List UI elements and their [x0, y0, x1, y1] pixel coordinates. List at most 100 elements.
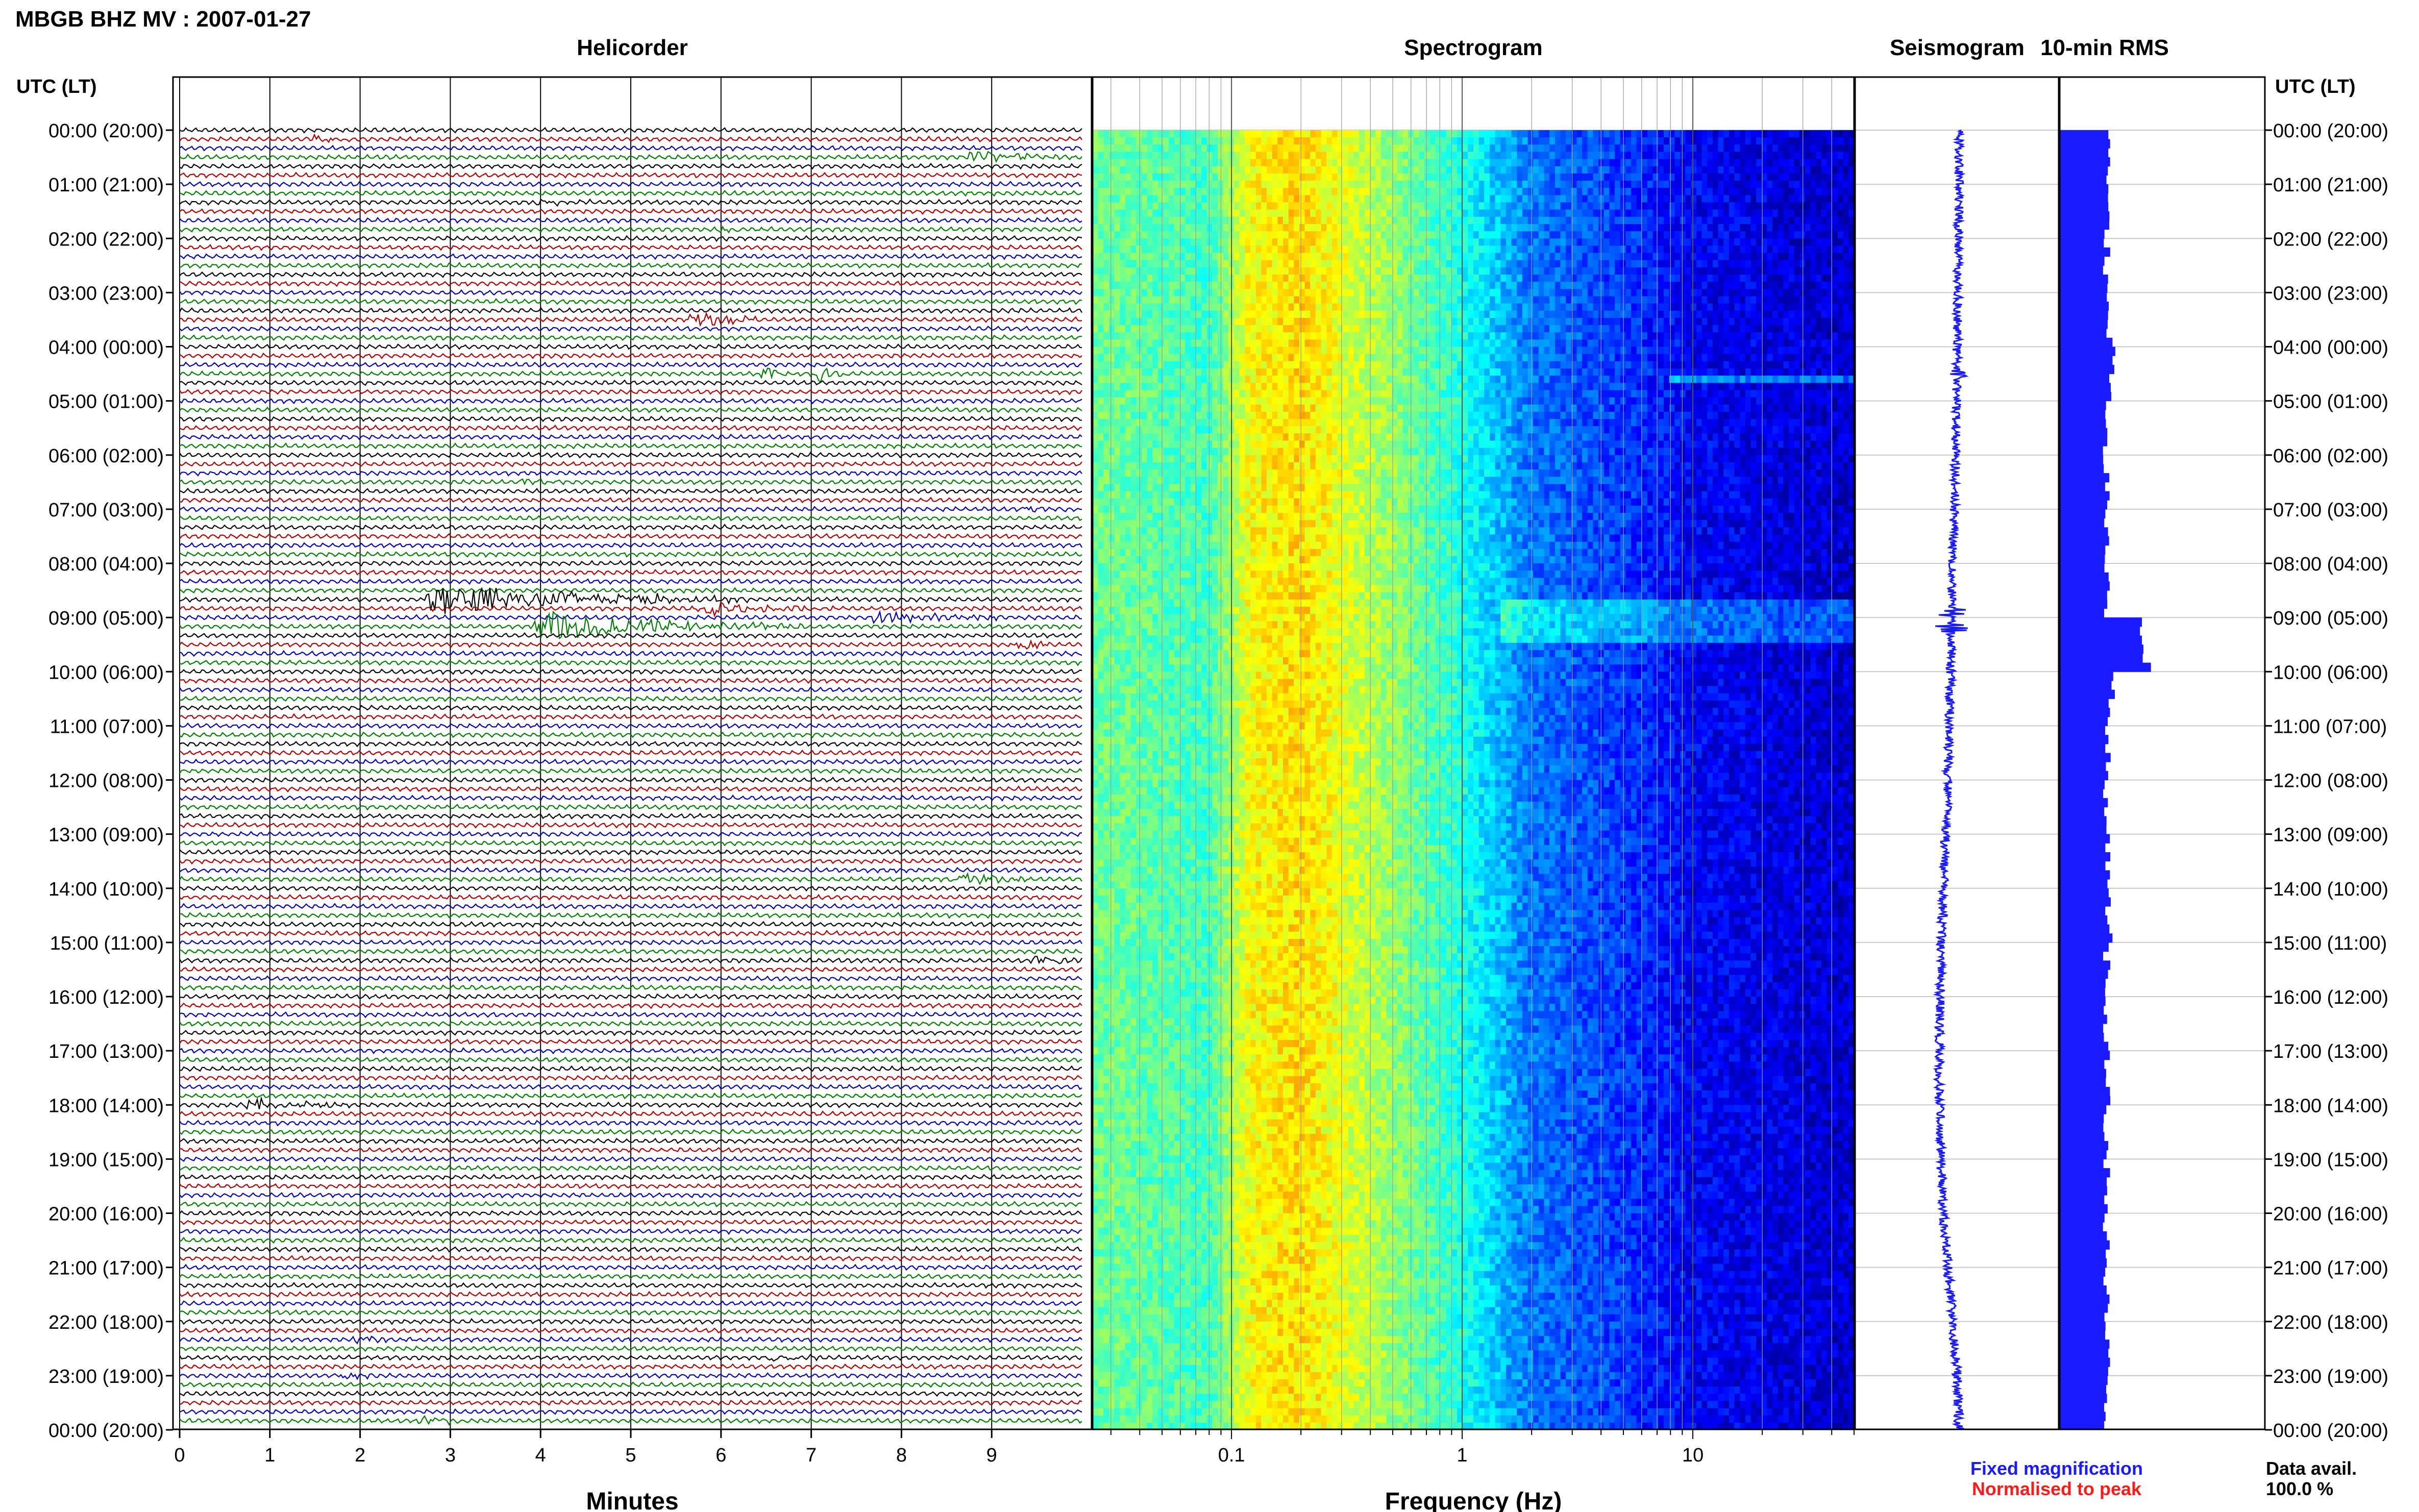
- spectrogram-cell: [1223, 809, 1229, 816]
- spectrogram-cell: [1142, 1285, 1147, 1293]
- spectrogram-cell: [1201, 888, 1207, 896]
- spectrogram-cell: [1120, 664, 1125, 672]
- spectrogram-cell: [1158, 607, 1164, 614]
- spectrogram-cell: [1103, 946, 1109, 954]
- spectrogram-cell: [1196, 896, 1202, 903]
- spectrogram-cell: [1142, 296, 1147, 304]
- spectrogram-cell: [1174, 946, 1180, 954]
- spectrogram-cell: [1147, 795, 1153, 802]
- spectrogram-cell: [1164, 628, 1169, 636]
- spectrogram-cell: [1164, 592, 1169, 600]
- spectrogram-cell: [1093, 1192, 1098, 1199]
- spectrogram-cell: [1218, 592, 1223, 600]
- spectrogram-cell: [1218, 953, 1223, 961]
- spectrogram-cell: [1201, 1083, 1207, 1091]
- spectrogram-cell: [1191, 224, 1196, 232]
- spectrogram-cell: [1147, 405, 1153, 412]
- spectrogram-cell: [1191, 203, 1196, 210]
- spectrogram-cell: [1174, 231, 1180, 239]
- spectrogram-cell: [1109, 1285, 1115, 1293]
- spectrogram-cell: [1152, 859, 1158, 867]
- spectrogram-cell: [1185, 816, 1191, 824]
- spectrogram-cell: [1174, 1033, 1180, 1040]
- spectrogram-cell: [1158, 549, 1164, 557]
- spectrogram-cell: [1152, 1350, 1158, 1358]
- spectrogram-cell: [1103, 1155, 1109, 1163]
- spectrogram-cell: [1115, 925, 1120, 932]
- spectrogram-cell: [1136, 390, 1142, 398]
- spectrogram-cell: [1142, 997, 1147, 1004]
- spectrogram-cell: [1164, 1271, 1169, 1279]
- spectrogram-cell: [1158, 347, 1164, 355]
- spectrogram-cell: [1152, 968, 1158, 975]
- spectrogram-cell: [1142, 744, 1147, 752]
- spectrogram-cell: [1103, 1011, 1109, 1019]
- spectrogram-cell: [1223, 1386, 1229, 1394]
- spectrogram-cell: [1218, 412, 1223, 419]
- spectrogram-cell: [1223, 527, 1229, 535]
- spectrogram-cell: [1201, 1336, 1207, 1344]
- spectrogram-cell: [1125, 195, 1131, 203]
- spectrogram-cell: [1152, 960, 1158, 968]
- spectrogram-cell: [1103, 816, 1109, 824]
- spectrogram-cell: [1098, 1098, 1104, 1105]
- spectrogram-cell: [1223, 664, 1229, 672]
- spectrogram-cell: [1136, 556, 1142, 564]
- spectrogram-cell: [1103, 982, 1109, 990]
- spectrogram-cell: [1196, 224, 1202, 232]
- spectrogram-cell: [1201, 448, 1207, 456]
- spectrogram-cell: [1125, 398, 1131, 405]
- spectrogram-cell: [1191, 1285, 1196, 1293]
- spectrogram-cell: [1142, 1307, 1147, 1315]
- spectrogram-cell: [1136, 1206, 1142, 1213]
- spectrogram-cell: [1174, 1127, 1180, 1134]
- spectrogram-cell: [1223, 325, 1229, 333]
- spectrogram-cell: [1115, 144, 1120, 152]
- spectrogram-cell: [1164, 1401, 1169, 1408]
- spectrogram-cell: [1218, 419, 1223, 427]
- spectrogram-cell: [1093, 592, 1098, 600]
- spectrogram-cell: [1136, 1264, 1142, 1272]
- spectrogram-cell: [1136, 1386, 1142, 1394]
- spectrogram-cell: [1109, 1293, 1115, 1300]
- spectrogram-cell: [1115, 838, 1120, 846]
- spectrogram-cell: [1131, 874, 1137, 882]
- spectrogram-cell: [1120, 188, 1125, 195]
- spectrogram-cell: [1125, 939, 1131, 947]
- spectrogram-cell: [1142, 441, 1147, 449]
- spectrogram-cell: [1125, 917, 1131, 925]
- spectrogram-cell: [1207, 433, 1213, 441]
- spectrogram-cell: [1152, 1011, 1158, 1019]
- spectrogram-cell: [1109, 888, 1115, 896]
- spectrogram-cell: [1136, 304, 1142, 311]
- spectrogram-cell: [1103, 888, 1109, 896]
- spectrogram-cell: [1207, 405, 1213, 412]
- spectrogram-cell: [1213, 332, 1218, 340]
- spectrogram-cell: [1115, 650, 1120, 658]
- spectrogram-cell: [1109, 1047, 1115, 1055]
- spectrogram-cell: [1164, 282, 1169, 289]
- spectrogram-cell: [1158, 152, 1164, 159]
- spectrogram-cell: [1164, 896, 1169, 903]
- spectrogram-cell: [1201, 368, 1207, 376]
- spectrogram-cell: [1142, 520, 1147, 528]
- spectrogram-cell: [1109, 152, 1115, 159]
- spectrogram-cell: [1115, 1315, 1120, 1322]
- spectrogram-cell: [1098, 600, 1104, 607]
- spectrogram-cell: [1218, 831, 1223, 838]
- spectrogram-cell: [1152, 1083, 1158, 1091]
- spectrogram-cell: [1223, 1004, 1229, 1011]
- spectrogram-cell: [1142, 787, 1147, 795]
- spectrogram-cell: [1098, 376, 1104, 383]
- spectrogram-cell: [1223, 1141, 1229, 1149]
- spectrogram-cell: [1109, 1155, 1115, 1163]
- spectrogram-cell: [1103, 823, 1109, 831]
- spectrogram-cell: [1169, 1127, 1174, 1134]
- spectrogram-cell: [1218, 376, 1223, 383]
- spectrogram-cell: [1201, 802, 1207, 809]
- spectrogram-cell: [1213, 744, 1218, 752]
- spectrogram-cell: [1201, 556, 1207, 564]
- spectrogram-cell: [1109, 1184, 1115, 1192]
- spectrogram-cell: [1196, 795, 1202, 802]
- spectrogram-cell: [1098, 795, 1104, 802]
